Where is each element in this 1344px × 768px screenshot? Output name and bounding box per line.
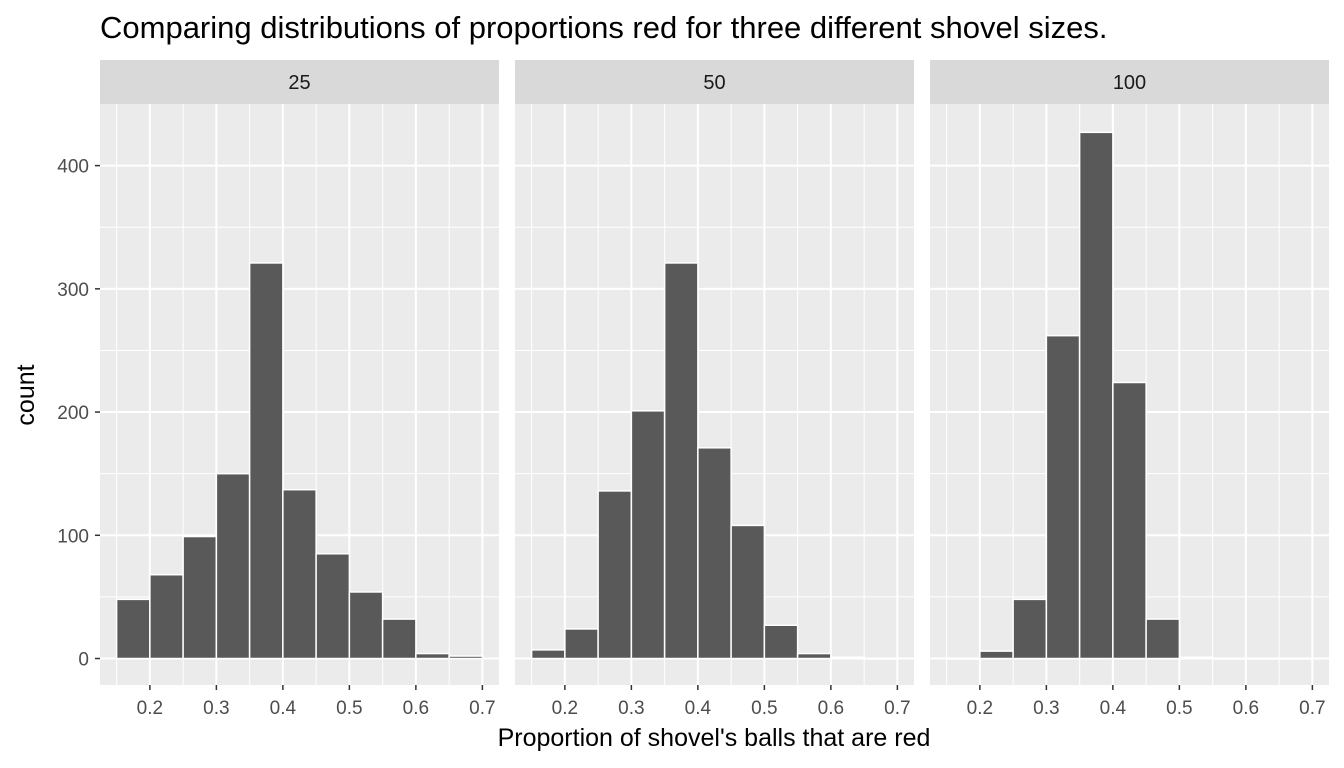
histogram-bar — [149, 573, 184, 660]
histogram-bar — [830, 656, 865, 660]
x-tick-label: 0.3 — [203, 698, 229, 719]
facet-panel-100: 100 0.2 0.3 0.4 0.5 0.6 0.7 — [930, 60, 1329, 719]
y-tick-label: 200 — [57, 403, 89, 424]
histogram-bar — [1245, 657, 1280, 660]
histogram-bar — [215, 472, 251, 660]
y-axis-title: count — [12, 364, 40, 425]
facet-strip-label: 50 — [703, 72, 725, 94]
histogram-bar — [1178, 656, 1214, 660]
histogram-bar — [415, 652, 450, 660]
histogram-bar — [697, 447, 732, 660]
x-tick-label: 0.7 — [469, 698, 495, 719]
histogram-bar — [1112, 381, 1147, 660]
histogram-bar — [1278, 657, 1314, 660]
x-tick-label: 0.4 — [270, 698, 297, 719]
x-tick-label: 0.2 — [137, 698, 163, 719]
x-tick-label: 0.2 — [552, 698, 578, 719]
histogram-bar — [248, 262, 284, 660]
histogram-bar — [863, 657, 899, 660]
facet-strip — [100, 60, 499, 104]
x-tick-label: 0.5 — [751, 698, 777, 719]
histogram-bar — [315, 553, 351, 660]
x-tick-label: 0.2 — [967, 698, 993, 719]
chart-title: Comparing distributions of proportions r… — [100, 10, 1107, 45]
facet-panel-25: 25 0.2 0.3 0.4 0.5 0.6 0.7 — [100, 60, 499, 719]
histogram-bar — [730, 524, 766, 660]
x-tick-label: 0.3 — [1033, 698, 1059, 719]
y-tick-label: 300 — [57, 280, 89, 301]
histogram-bar — [945, 657, 981, 660]
histogram-bar — [1045, 334, 1081, 660]
histogram-bar — [182, 535, 218, 660]
x-tick-label: 0.4 — [1100, 698, 1127, 719]
facet-panel-50: 50 0.2 0.3 0.4 0.5 0.6 0.7 — [515, 60, 914, 719]
histogram-bar — [630, 410, 666, 660]
x-tick-label: 0.3 — [618, 698, 644, 719]
histogram-bar — [348, 591, 384, 660]
histogram-bar — [564, 628, 599, 660]
histogram-bar — [448, 655, 484, 660]
facet-panels: 25 0.2 0.3 0.4 0.5 0.6 0.7 50 0.2 0.3 0.4 0.5 0.6 0.7… — [100, 60, 1329, 719]
histogram-bar — [381, 618, 417, 660]
histogram-bar — [1211, 657, 1247, 660]
histogram-bar — [530, 649, 566, 660]
x-tick-label: 0.6 — [403, 698, 429, 719]
histogram-bar — [115, 598, 151, 660]
facet-strip — [930, 60, 1329, 104]
y-tick-label: 400 — [57, 157, 89, 178]
x-tick-label: 0.5 — [1166, 698, 1192, 719]
y-axis: 0 100 200 300 400 — [57, 157, 100, 671]
x-tick-label: 0.7 — [884, 698, 910, 719]
x-tick-label: 0.4 — [685, 698, 712, 719]
histogram-bar — [763, 624, 799, 660]
facet-strip-label: 25 — [288, 72, 310, 94]
histogram-bar — [796, 652, 832, 660]
y-tick-label: 0 — [78, 650, 89, 671]
facet-strip — [515, 60, 914, 104]
facet-strip-label: 100 — [1113, 72, 1146, 94]
x-axis-title: Proportion of shovel's balls that are re… — [498, 724, 931, 752]
histogram-bar — [597, 490, 633, 660]
x-tick-label: 0.5 — [336, 698, 362, 719]
x-tick-label: 0.7 — [1299, 698, 1325, 719]
histogram-bar — [1012, 598, 1048, 660]
histogram-bar — [1145, 618, 1181, 660]
y-tick-label: 100 — [57, 526, 89, 547]
histogram-bar — [1078, 131, 1114, 660]
histogram-bar — [663, 262, 699, 660]
histogram-bar — [282, 488, 317, 660]
x-tick-label: 0.6 — [1233, 698, 1259, 719]
histogram-bar — [979, 650, 1014, 660]
x-tick-label: 0.6 — [818, 698, 844, 719]
